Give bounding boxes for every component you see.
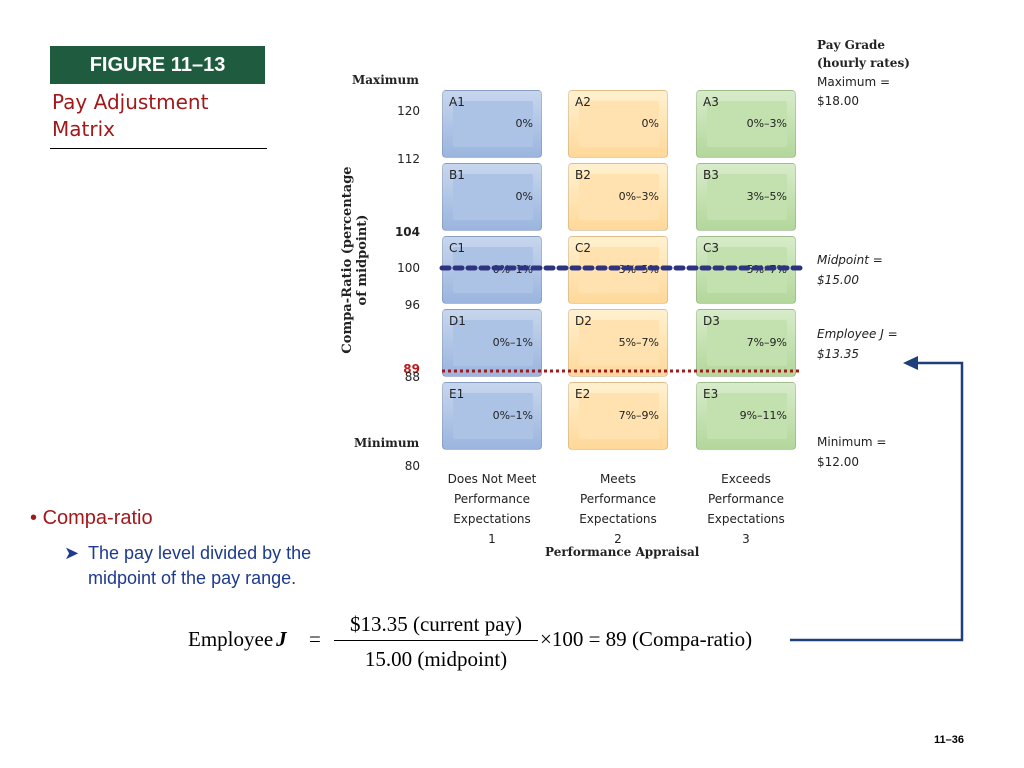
cell-code: C3 [703, 241, 720, 255]
matrix-cell-b2: B2 0%–3% [568, 163, 668, 231]
cell-code: A2 [575, 95, 591, 109]
cell-value: 0%–1% [492, 336, 533, 349]
y-tick-100: 100 [397, 261, 420, 275]
cell-value: 0%–1% [492, 409, 533, 422]
matrix-cell-b3: B3 3%–5% [696, 163, 796, 231]
page-number: 11–36 [934, 734, 964, 746]
cell-code: B2 [575, 168, 591, 182]
y-axis-maximum-label: Maximum [352, 73, 419, 87]
matrix-cell-d3: D3 7%–9% [696, 309, 796, 377]
cell-value: 3%–5% [746, 190, 787, 203]
cell-value: 0% [641, 117, 659, 130]
maximum-rate-label: Maximum = [817, 75, 890, 89]
compa-ratio-definition: The pay level divided by the midpoint of… [88, 543, 312, 588]
pay-grade-heading: Pay Grade [817, 38, 885, 52]
cell-code: B1 [449, 168, 465, 182]
minimum-rate-label: Minimum = [817, 435, 887, 449]
y-tick-88: 88 [404, 370, 420, 384]
formula-denominator: 15.00 (midpoint) [364, 647, 508, 671]
employee-compa-ratio-marker: 89 [403, 362, 420, 376]
figure-label: FIGURE 11–13 [50, 46, 265, 84]
cell-code: E1 [449, 387, 465, 401]
matrix-cell-e2: E2 7%–9% [568, 382, 668, 450]
y-tick-96: 96 [404, 298, 420, 312]
cell-value: 0%–3% [746, 117, 787, 130]
cell-code: D3 [703, 314, 720, 328]
cell-value: 7%–9% [746, 336, 787, 349]
matrix-cell-a3: A3 0%–3% [696, 90, 796, 158]
cell-code: E2 [575, 387, 591, 401]
bullet-arrow-icon: ➤ [64, 543, 80, 563]
midpoint-rate-label: Midpoint = [817, 253, 883, 267]
matrix-cell-a1: A1 0% [442, 90, 542, 158]
cell-value: 5%–7% [618, 336, 659, 349]
y-axis-minimum-label: Minimum [354, 436, 420, 450]
y-tick-80: 80 [404, 459, 420, 473]
title-divider [50, 148, 267, 149]
arrow-head-icon [903, 356, 918, 370]
cell-code: D2 [575, 314, 592, 328]
bullet-compa-ratio: • Compa-ratio [30, 507, 153, 529]
formula-numerator: $13.35 (current pay) [349, 612, 523, 636]
pay-grade-subheading: (hourly rates) [817, 56, 910, 70]
cell-code: E3 [703, 387, 719, 401]
formula-equals: = [309, 627, 321, 651]
column-label-2: Meets Performance Expectations 2 [579, 472, 657, 546]
matrix-cell-e3: E3 9%–11% [696, 382, 796, 450]
cell-code: D1 [449, 314, 466, 328]
matrix-cell-e1: E1 0%–1% [442, 382, 542, 450]
minimum-rate-value: $12.00 [817, 455, 859, 469]
matrix-cell-d1: D1 0%–1% [442, 309, 542, 377]
cell-code: A1 [449, 95, 465, 109]
midpoint-rate-value: $15.00 [817, 273, 859, 287]
x-axis-title: Performance Appraisal [545, 545, 700, 559]
cell-value: 0% [515, 190, 533, 203]
cell-value: 9%–11% [739, 409, 787, 422]
y-tick-120: 120 [397, 104, 420, 118]
cell-value: 7%–9% [618, 409, 659, 422]
cell-code: A3 [703, 95, 719, 109]
maximum-rate-value: $18.00 [817, 94, 859, 108]
cell-value: 0% [515, 117, 533, 130]
formula-result: ×100 = 89 (Compa-ratio) [540, 627, 753, 651]
employee-arrow-line [790, 361, 964, 642]
figure-title: Pay Adjustment Matrix [52, 90, 209, 141]
matrix-cell-d2: D2 5%–7% [568, 309, 668, 377]
column-label-1: Does Not Meet Performance Expectations 1 [447, 472, 537, 546]
formula-lhs: Employee J [188, 627, 287, 651]
cell-code: C1 [449, 241, 466, 255]
y-tick-112: 112 [397, 152, 420, 166]
cell-code: B3 [703, 168, 719, 182]
matrix-cell-a2: A2 0% [568, 90, 668, 158]
y-tick-104: 104 [394, 225, 420, 239]
formula-fraction-bar [334, 640, 538, 641]
employee-j-rate-label: Employee J = [817, 327, 898, 341]
cell-code: C2 [575, 241, 592, 255]
matrix-cell-b1: B1 0% [442, 163, 542, 231]
cell-value: 0%–3% [618, 190, 659, 203]
employee-j-rate-value: $13.35 [817, 347, 859, 361]
column-label-3: Exceeds Performance Expectations 3 [707, 472, 785, 546]
